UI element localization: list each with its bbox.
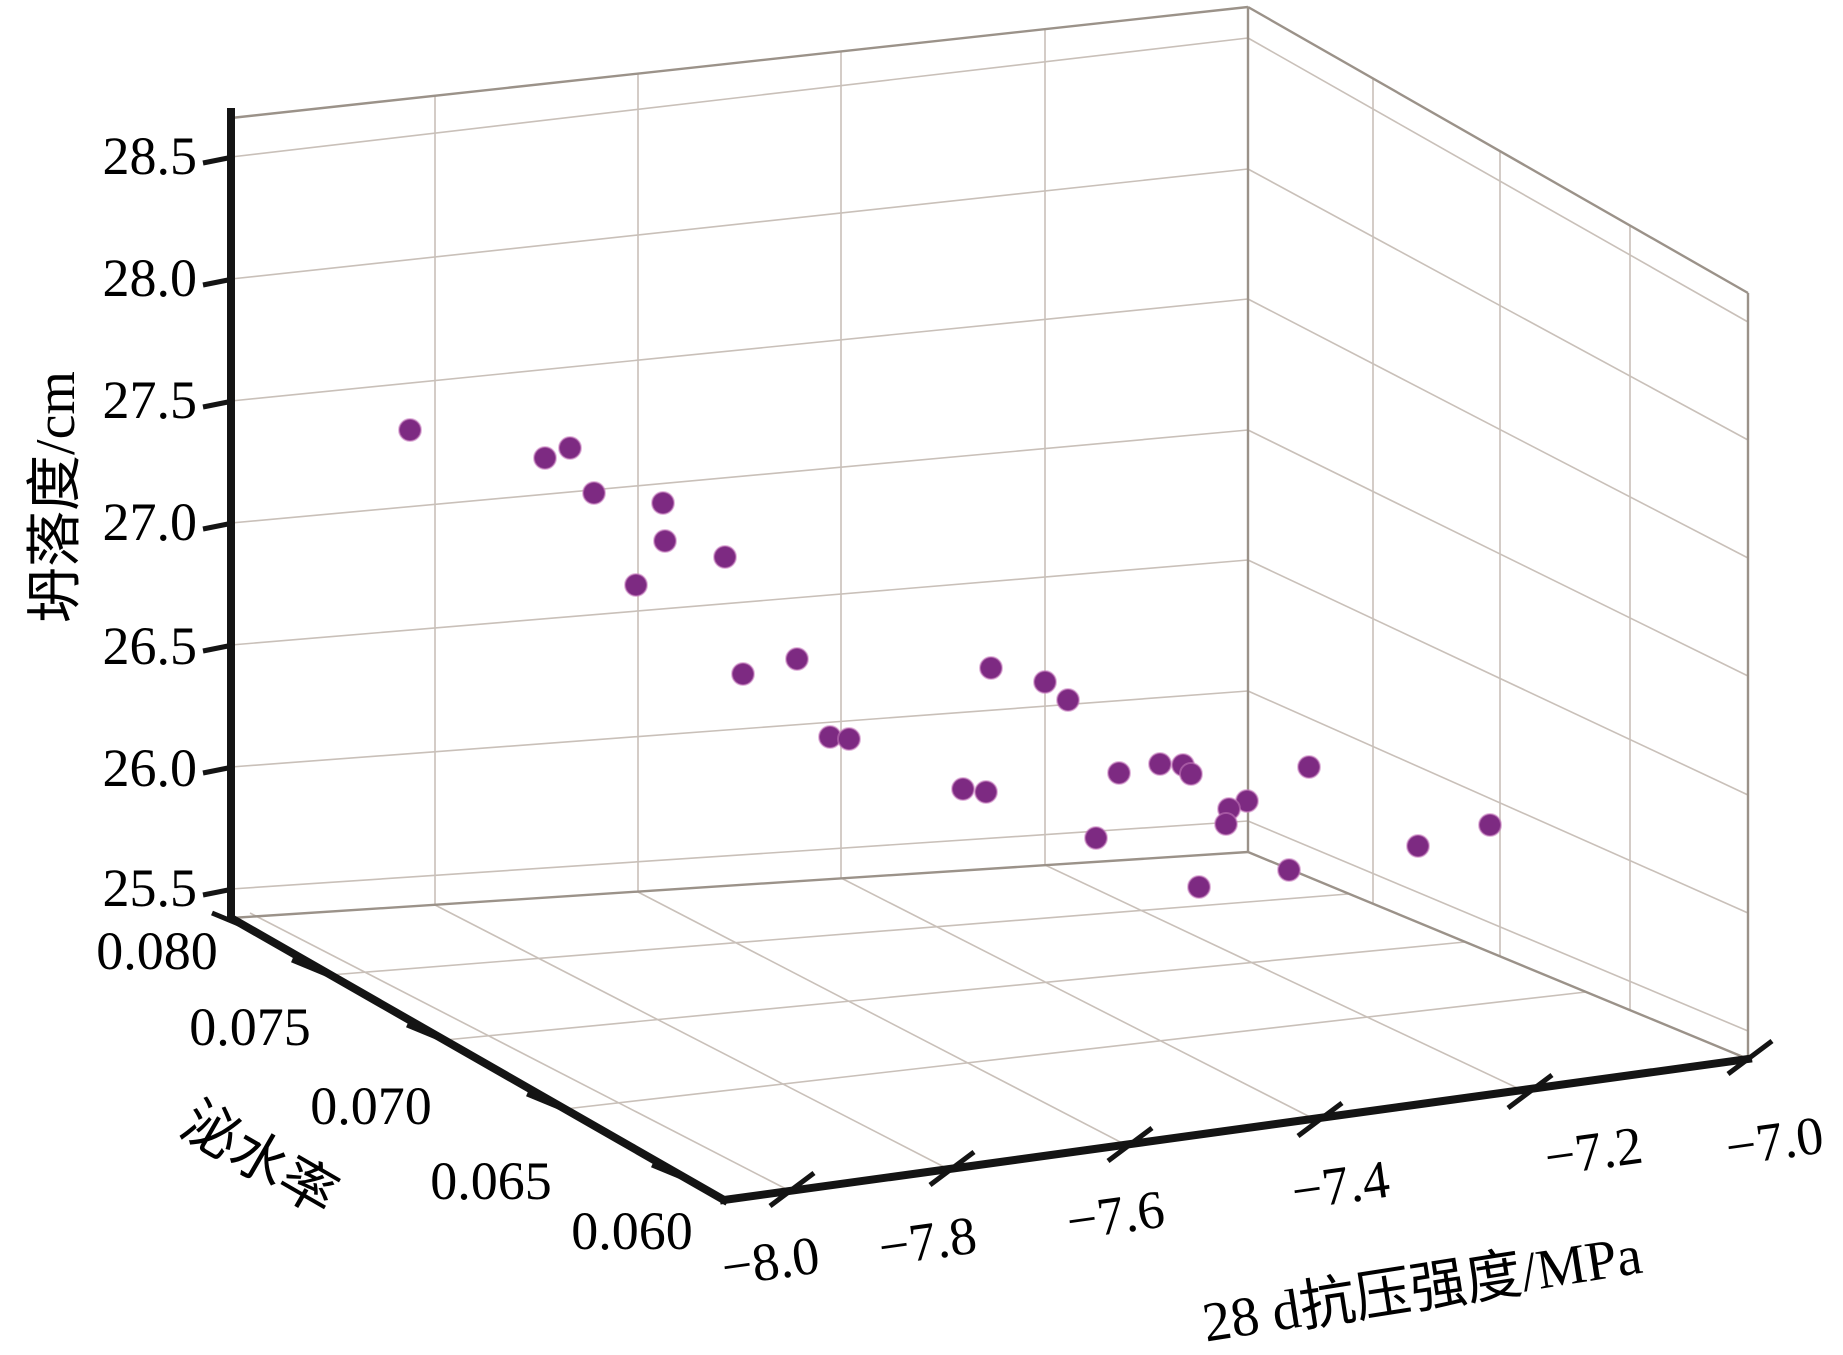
data-point [731, 662, 755, 686]
x-axis-title: 28 d抗压强度/MPa [1198, 1224, 1646, 1355]
data-point [398, 418, 422, 442]
z-tick-mark [202, 520, 234, 532]
x-tick-mark [1296, 1101, 1344, 1138]
y-tick-label: 0.080 [96, 921, 218, 981]
data-point [1056, 688, 1080, 712]
z-tick-label: 28.0 [103, 248, 198, 308]
data-point [1297, 755, 1321, 779]
x-tick-mark [1506, 1073, 1554, 1110]
x-tick-labels: −8.0 −7.8 −7.6 −7.4 −7.2 −7.0 [718, 1105, 1827, 1298]
x-tick-label: −7.6 [1063, 1179, 1168, 1252]
data-point [951, 777, 975, 801]
y-tick-mark [291, 957, 339, 982]
y-tick-labels: 0.080 0.075 0.070 0.065 0.060 [96, 921, 693, 1261]
data-point [624, 573, 648, 597]
x-tick-mark [768, 1171, 816, 1208]
data-point [1084, 826, 1108, 850]
x-tick-label: −7.8 [875, 1205, 980, 1278]
z-tick-label: 27.5 [103, 370, 198, 430]
data-point [651, 491, 675, 515]
z-tick-mark [202, 276, 234, 288]
y-tick-mark [211, 910, 259, 935]
data-point [785, 647, 809, 671]
x-tick-label: −8.0 [718, 1225, 823, 1298]
data-point [1179, 762, 1203, 786]
data-point [582, 481, 606, 505]
axis-lines [225, 108, 1753, 1206]
box-edges [230, 5, 1750, 1061]
data-point [533, 446, 557, 470]
data-point [1148, 752, 1172, 776]
data-point [558, 436, 582, 460]
z-tick-mark [202, 642, 234, 654]
z-tick-mark [202, 886, 234, 898]
scatter-points [398, 418, 1502, 899]
y-tick-label: 0.060 [571, 1201, 693, 1261]
z-tick-mark [202, 154, 234, 166]
data-point [1107, 761, 1131, 785]
data-point [653, 529, 677, 553]
z-tick-mark [202, 398, 234, 410]
tick-marks [202, 154, 1774, 1208]
z-tick-label: 26.0 [103, 738, 198, 798]
data-point [1406, 834, 1430, 858]
y-tick-label: 0.065 [430, 1151, 552, 1211]
z-axis-title: 坍落度/cm [25, 371, 87, 623]
z-tick-mark [202, 764, 234, 776]
data-point [1277, 858, 1301, 882]
z-tick-label: 26.5 [103, 616, 198, 676]
x-tick-mark [928, 1150, 976, 1187]
data-point [713, 545, 737, 569]
z-tick-labels: 25.5 26.0 26.5 27.0 27.5 28.0 28.5 [103, 126, 198, 918]
z-tick-label: 25.5 [103, 858, 198, 918]
grid-lines [230, 29, 1749, 1192]
x-axis-line [719, 1054, 1753, 1205]
y-tick-mark [651, 1162, 699, 1187]
data-point [974, 780, 998, 804]
y-tick-mark [406, 1022, 454, 1047]
y-tick-mark [526, 1091, 574, 1116]
z-tick-label: 28.5 [103, 126, 198, 186]
x-tick-label: −7.0 [1722, 1105, 1827, 1178]
x-tick-label: −7.2 [1541, 1115, 1646, 1188]
x-tick-label: −7.4 [1288, 1149, 1393, 1222]
y-tick-label: 0.070 [310, 1076, 432, 1136]
data-point [1187, 875, 1211, 899]
x-tick-mark [1726, 1039, 1774, 1076]
x-tick-mark [1106, 1126, 1154, 1163]
data-point [979, 656, 1003, 680]
data-point [1214, 812, 1238, 836]
data-point [1478, 813, 1502, 837]
data-point [837, 727, 861, 751]
data-point [1033, 670, 1057, 694]
y-tick-label: 0.075 [189, 997, 311, 1057]
z-tick-label: 27.0 [103, 492, 198, 552]
y-axis-line [225, 912, 730, 1206]
